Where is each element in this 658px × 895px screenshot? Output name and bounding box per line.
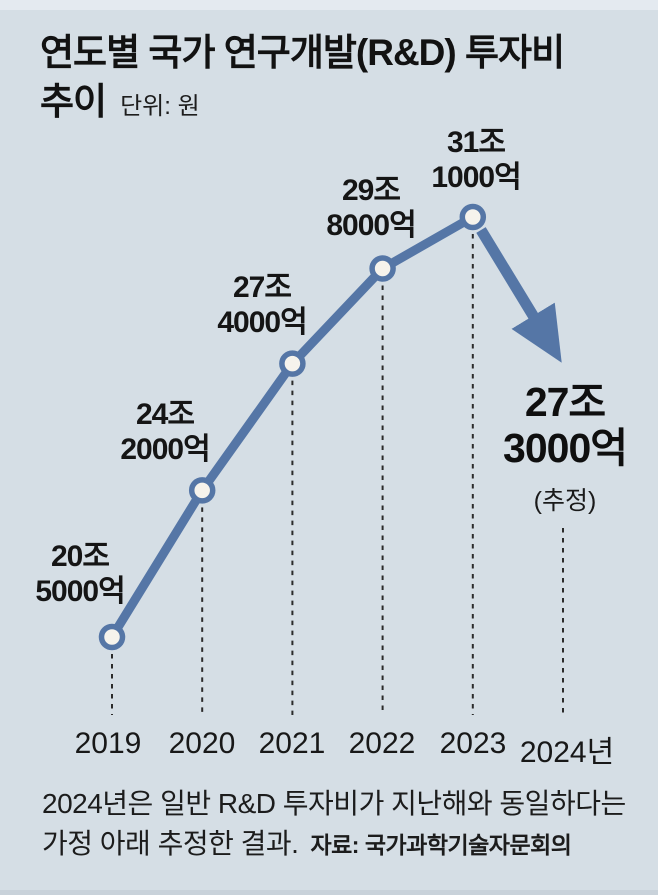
source-credit: 자료: 국가과학기술자문회의 [310, 832, 572, 858]
data-point-2021 [279, 350, 306, 377]
data-label-2024-estimate: 27조 3000억 [503, 379, 628, 471]
data-label-2019: 20조 5000억 [35, 540, 125, 608]
bottom-edge-strip [0, 890, 658, 895]
rd-investment-series [98, 203, 487, 651]
decline-arrow-icon [476, 227, 562, 363]
data-label-2023: 31조 1000억 [431, 126, 521, 194]
data-label-2021: 27조 4000억 [217, 271, 307, 339]
footnote-line2: 가정 아래 추정한 결과. [42, 828, 299, 859]
chart-title: 연도별 국가 연구개발(R&D) 투자비 추이 단위: 원 [40, 28, 640, 131]
x-tick-2023: 2023 [439, 727, 507, 760]
footnote: 2024년은 일반 R&D 투자비가 지난해와 동일하다는 가정 아래 추정한 … [42, 784, 642, 865]
x-tick-2021: 2021 [258, 727, 326, 760]
top-edge-strip [0, 0, 658, 10]
data-point-2020 [188, 477, 216, 504]
unit-label: 단위: 원 [120, 93, 200, 120]
data-point-2019 [98, 623, 126, 651]
data-point-2022 [369, 255, 396, 282]
footnote-line1: 2024년은 일반 R&D 투자비가 지난해와 동일하다는 [42, 788, 626, 819]
x-tick-2019: 2019 [74, 727, 142, 760]
data-point-2023 [459, 203, 487, 231]
estimate-note: (추정) [533, 487, 597, 515]
chart-title-line1: 연도별 국가 연구개발(R&D) 투자비 [40, 32, 565, 73]
data-label-2022: 29조 8000억 [326, 174, 416, 242]
dashed-drop-lines [111, 234, 564, 715]
x-tick-2022: 2022 [348, 727, 416, 760]
data-label-2020: 24조 2000억 [120, 398, 210, 466]
x-tick-2024: 2024년 [519, 736, 615, 769]
x-tick-2020: 2020 [168, 727, 236, 760]
chart-title-line2: 추이 [40, 81, 107, 122]
